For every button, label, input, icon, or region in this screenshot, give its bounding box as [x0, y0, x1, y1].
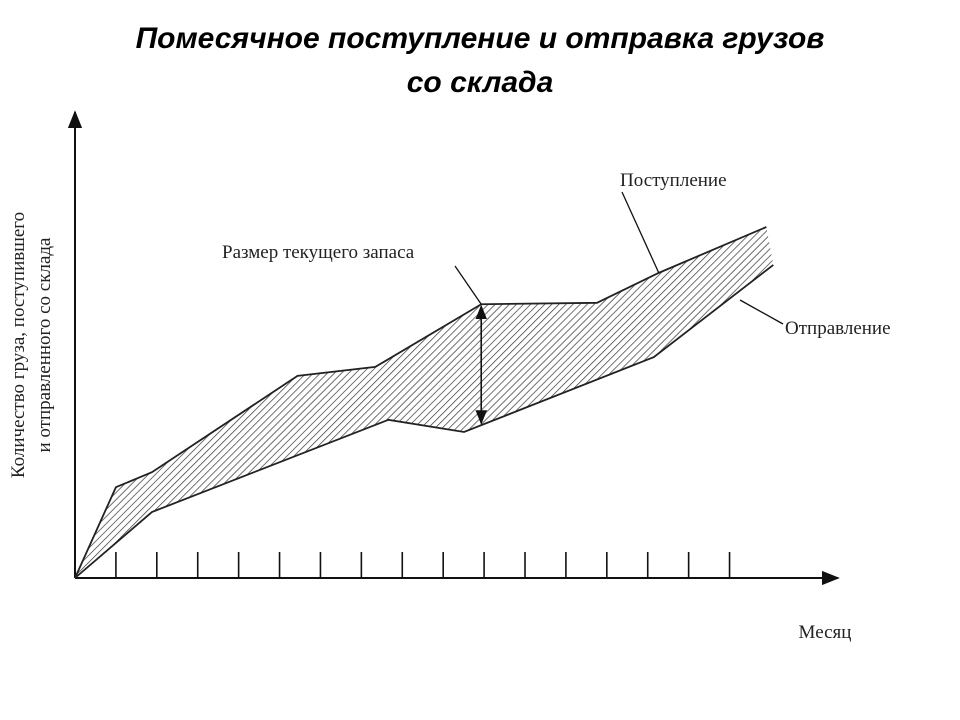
series-label: Поступление: [620, 170, 727, 191]
stock-band: [75, 227, 774, 578]
annotation: Размер текущего запаса: [222, 242, 415, 263]
x-axis-label: Месяц: [799, 622, 852, 643]
chart-title: со склада: [407, 66, 554, 99]
series-line: [74, 226, 767, 579]
series-label: Отправление: [785, 318, 891, 339]
leader-line: [739, 299, 784, 325]
series-line: [74, 264, 774, 579]
leader-line: [454, 265, 482, 305]
y-axis-label: и отправленного со склада: [34, 237, 55, 453]
chart-title: Помесячное поступление и отправка грузов: [136, 22, 825, 55]
leader-line: [621, 191, 660, 274]
y-axis-label: Количество груза, поступившего: [8, 212, 29, 478]
